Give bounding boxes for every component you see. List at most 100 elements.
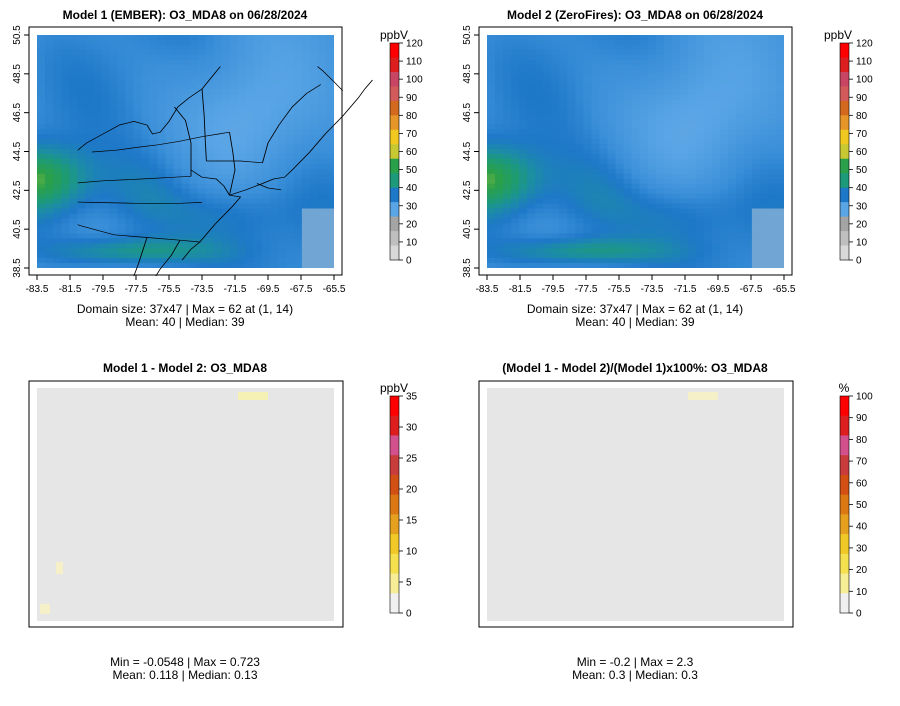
heatmap-cell xyxy=(253,168,263,175)
heatmap-cell xyxy=(599,49,609,56)
heatmap-cell xyxy=(639,89,649,96)
heatmap-cell xyxy=(511,149,520,155)
heatmap-cell xyxy=(269,158,279,165)
heatmap-cell xyxy=(599,59,609,66)
heatmap-cell xyxy=(181,114,191,120)
heatmap-cell xyxy=(495,59,504,66)
heatmap-cell xyxy=(285,248,295,254)
heatmap-cell xyxy=(101,35,110,41)
heatmap-cell xyxy=(503,248,512,254)
heatmap-cell xyxy=(743,183,753,190)
heatmap-cell xyxy=(141,119,150,125)
heatmap-cell xyxy=(53,44,62,51)
heatmap-cell xyxy=(261,203,271,210)
heatmap-cell xyxy=(487,238,496,244)
heatmap-cell xyxy=(69,243,78,249)
heatmap-cell xyxy=(567,54,576,61)
heatmap-cell xyxy=(647,253,657,259)
heatmap-cell xyxy=(535,124,544,130)
heatmap-cell xyxy=(759,59,769,66)
heatmap-cell xyxy=(567,124,576,130)
heatmap-cell xyxy=(607,193,617,200)
heatmap-cell xyxy=(719,39,729,46)
heatmap-cell xyxy=(631,168,641,175)
heatmap-cell xyxy=(85,35,94,41)
heatmap-cell xyxy=(173,193,183,200)
heatmap-cell xyxy=(559,248,568,254)
heatmap-cell xyxy=(671,59,681,66)
heatmap-cell xyxy=(751,134,761,140)
heatmap-cell xyxy=(309,84,319,91)
panel2-title: Model 2 (ZeroFires): O3_MDA8 on 06/28/20… xyxy=(507,8,763,22)
heatmap-cell xyxy=(85,139,94,145)
heatmap-cell xyxy=(735,94,745,101)
heatmap-cell xyxy=(213,208,223,215)
heatmap-cell xyxy=(85,44,94,51)
heatmap-cell xyxy=(567,139,576,145)
heatmap-cell xyxy=(583,129,592,135)
heatmap-cell xyxy=(221,218,231,224)
heatmap-cell xyxy=(599,54,609,61)
heatmap-cell xyxy=(125,238,134,244)
heatmap-cell xyxy=(197,99,207,106)
heatmap-cell xyxy=(751,263,761,268)
heatmap-cell xyxy=(277,258,287,264)
heatmap-cell xyxy=(775,213,784,220)
heatmap-cell xyxy=(197,49,207,56)
heatmap-cell xyxy=(615,109,625,115)
heatmap-cell xyxy=(583,79,592,86)
heatmap-cell xyxy=(261,168,271,175)
heatmap-cell xyxy=(679,129,689,135)
heatmap-cell xyxy=(69,144,78,150)
heatmap-cell xyxy=(759,188,769,195)
heatmap-cell xyxy=(317,54,327,61)
heatmap-cell xyxy=(229,134,239,140)
heatmap-cell xyxy=(527,193,536,200)
heatmap-cell xyxy=(245,119,255,125)
heatmap-cell xyxy=(309,213,319,220)
heatmap-cell xyxy=(285,173,295,180)
heatmap-cell xyxy=(615,253,625,259)
heatmap-cell xyxy=(487,54,496,61)
heatmap-cell xyxy=(189,59,199,66)
heatmap-cell xyxy=(309,79,319,86)
heatmap-cell xyxy=(285,124,295,130)
heatmap-cell xyxy=(647,114,657,120)
heatmap-cell xyxy=(189,35,199,41)
heatmap-cell xyxy=(277,173,287,180)
heatmap-cell xyxy=(495,183,504,190)
heatmap-cell xyxy=(487,233,496,239)
heatmap-cell xyxy=(671,183,681,190)
heatmap-cell xyxy=(751,84,761,91)
heatmap-cell xyxy=(687,79,697,86)
heatmap-cell xyxy=(133,188,142,195)
heatmap-cell xyxy=(775,258,784,264)
heatmap-cell xyxy=(53,74,62,81)
heatmap-cell xyxy=(269,119,279,125)
heatmap-cell xyxy=(229,163,239,170)
heatmap-cell xyxy=(671,94,681,101)
heatmap-cell xyxy=(213,35,223,41)
heatmap-cell xyxy=(101,124,110,130)
heatmap-cell xyxy=(639,203,649,210)
heatmap-cell xyxy=(197,213,207,220)
heatmap-cell xyxy=(535,258,544,264)
heatmap-cell xyxy=(559,253,568,259)
heatmap-cell xyxy=(695,163,705,170)
heatmap-cell xyxy=(53,153,62,160)
heatmap-cell xyxy=(759,243,769,249)
heatmap-cell xyxy=(751,79,761,86)
heatmap-cell xyxy=(719,208,729,215)
heatmap-cell xyxy=(567,213,576,220)
heatmap-cell xyxy=(117,69,126,76)
heatmap-cell xyxy=(775,188,784,195)
heatmap-cell xyxy=(309,104,319,110)
heatmap-cell xyxy=(133,54,142,61)
heatmap-cell xyxy=(711,99,721,106)
heatmap-cell xyxy=(503,144,512,150)
heatmap-cell xyxy=(487,173,496,180)
heatmap-cell xyxy=(285,203,295,210)
heatmap-cell xyxy=(213,49,223,56)
heatmap-cell xyxy=(567,39,576,46)
heatmap-cell xyxy=(157,213,167,220)
